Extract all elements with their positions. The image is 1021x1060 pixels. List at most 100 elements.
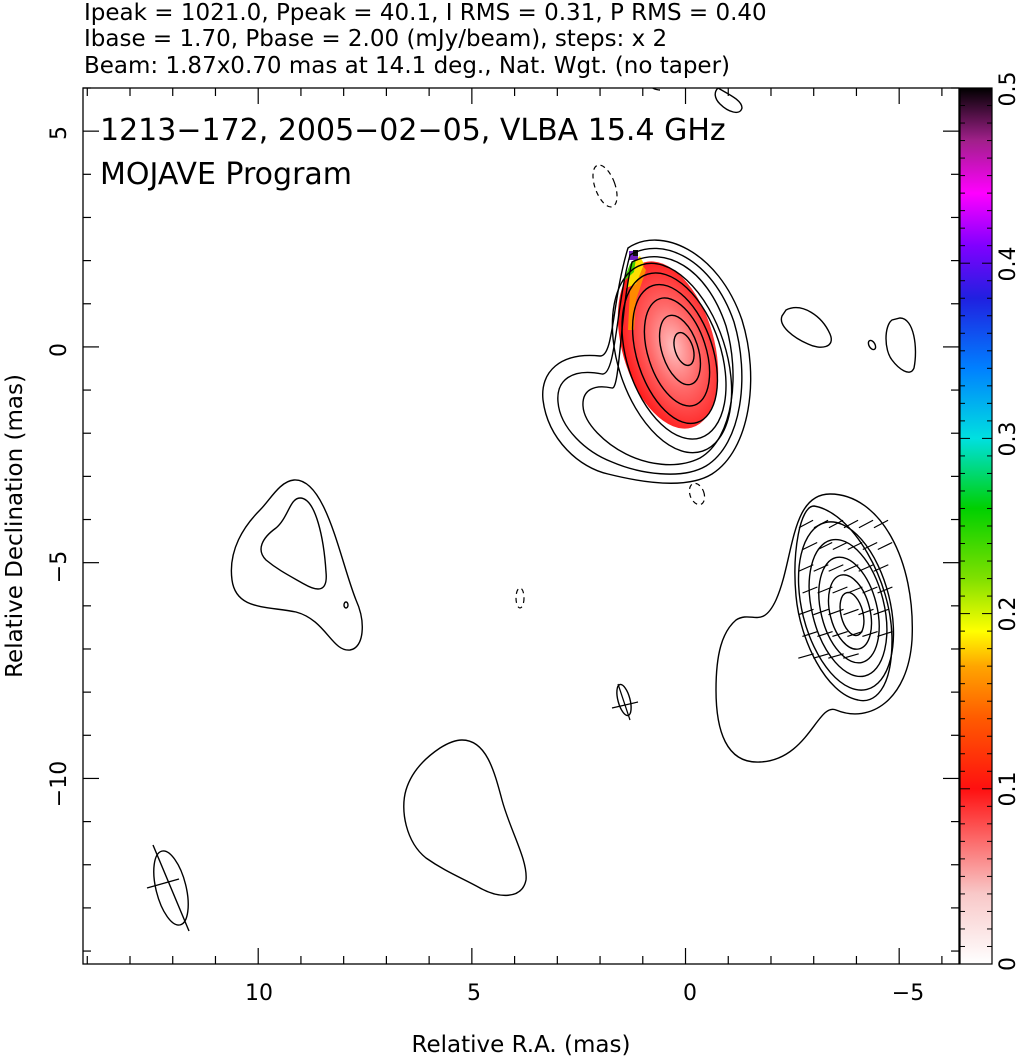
faint-contour-far-right bbox=[885, 317, 917, 373]
polarization-vector bbox=[862, 630, 878, 638]
x-tick-label-5: 5 bbox=[467, 981, 481, 1006]
mid-beam-cross-2 bbox=[611, 701, 639, 709]
pol-color-edge-black bbox=[633, 250, 638, 256]
polarization-vector bbox=[877, 630, 893, 638]
jet-contour-5 bbox=[818, 556, 880, 664]
polarization-vector bbox=[828, 608, 844, 616]
polarization-vector bbox=[828, 564, 844, 572]
jet-contour-7 bbox=[839, 591, 865, 637]
polarization-vector bbox=[798, 608, 814, 616]
polarization-vector bbox=[817, 586, 833, 594]
polarization-vector bbox=[847, 630, 863, 638]
core-contour-5 bbox=[621, 272, 727, 440]
polarization-vector bbox=[847, 541, 863, 551]
polarization-vector bbox=[813, 564, 829, 572]
polarization-vector bbox=[832, 586, 848, 594]
polarization-vector bbox=[847, 586, 863, 594]
header-line-3: Beam: 1.87x0.70 mas at 14.1 deg., Nat. W… bbox=[84, 53, 730, 79]
pol-color-edge-yellow bbox=[626, 256, 644, 288]
core-contour-1 bbox=[542, 239, 752, 484]
jet-contour-3 bbox=[797, 521, 895, 691]
faint-contour-mid bbox=[616, 683, 632, 717]
polarization-vector bbox=[813, 519, 829, 529]
core-contours bbox=[542, 239, 752, 484]
core-contour-8 bbox=[658, 314, 702, 386]
faint-contour-left-outer bbox=[230, 479, 363, 651]
x-axis-label: Relative R.A. (mas) bbox=[412, 1032, 631, 1058]
faint-contour-left-inner bbox=[260, 497, 327, 590]
core-contour-2 bbox=[557, 247, 743, 475]
jet-contour-2 bbox=[794, 505, 893, 702]
polarization-vector bbox=[828, 519, 844, 529]
jet-component-contours bbox=[715, 493, 913, 763]
polarization-vector bbox=[873, 519, 889, 529]
polarization-vector bbox=[802, 630, 818, 638]
faint-contour-right-small bbox=[780, 307, 832, 348]
core-contour-4 bbox=[611, 262, 733, 454]
polarization-vector bbox=[843, 608, 859, 616]
colorbar-label-0-4: 0.4 bbox=[996, 247, 1021, 282]
polarization-vectors bbox=[798, 519, 893, 659]
colorbar-label-0-3: 0.3 bbox=[996, 422, 1021, 457]
polarization-vector bbox=[862, 541, 878, 551]
colorbar-label-0-1: 0.1 bbox=[996, 772, 1021, 807]
pol-color-edge-orange bbox=[628, 262, 646, 330]
polarization-vector bbox=[873, 608, 889, 616]
y-tick-label-neg10: −10 bbox=[47, 761, 72, 807]
jet-contour-4 bbox=[808, 538, 888, 678]
polarization-vector bbox=[832, 630, 848, 638]
polarization-vector bbox=[813, 608, 829, 616]
polarization-vector bbox=[798, 653, 814, 659]
polarization-vector bbox=[862, 586, 878, 594]
polarization-vector bbox=[843, 564, 859, 572]
colorbar-label-0-2: 0.2 bbox=[996, 597, 1021, 632]
y-tick-label-5: 5 bbox=[47, 126, 72, 140]
map-area bbox=[146, 88, 917, 932]
axis-ticks bbox=[83, 87, 959, 964]
polarization-vector bbox=[843, 653, 859, 659]
negative-contours bbox=[515, 164, 706, 609]
faint-contour-lower bbox=[403, 739, 527, 897]
y-tick-label-0: 0 bbox=[47, 343, 72, 357]
x-tick-label-neg5: −5 bbox=[892, 981, 924, 1006]
plot-frame bbox=[82, 87, 960, 965]
core-contour-3 bbox=[582, 256, 734, 466]
neg-contour-3 bbox=[515, 587, 525, 609]
pol-color-core bbox=[617, 261, 719, 429]
polarization-vector bbox=[873, 564, 889, 572]
polarization-vector bbox=[828, 653, 844, 659]
core-contour-7 bbox=[643, 297, 711, 407]
beam-major-axis bbox=[152, 844, 190, 932]
polarization-vector bbox=[843, 519, 859, 529]
faint-contour-left-dot bbox=[343, 601, 349, 609]
colorbar-ticks bbox=[960, 87, 992, 965]
jet-contour-6 bbox=[827, 574, 873, 650]
polarization-vector bbox=[802, 541, 818, 551]
y-tick-label-neg5: −5 bbox=[47, 551, 72, 583]
polarization-vector bbox=[832, 541, 848, 551]
polarization-vector bbox=[858, 608, 874, 616]
polarization-vector bbox=[858, 564, 874, 572]
polarization-vector bbox=[858, 519, 874, 529]
faint-contours bbox=[230, 88, 917, 897]
polarization-vector bbox=[817, 630, 833, 638]
core-contour-9 bbox=[673, 331, 695, 367]
polarization-vector bbox=[877, 586, 893, 594]
polarization-vector bbox=[798, 564, 814, 572]
x-tick-label-0: 0 bbox=[683, 981, 697, 1006]
core-contour-6 bbox=[631, 283, 719, 425]
restoring-beam bbox=[146, 683, 639, 932]
faint-contour-top-small bbox=[651, 88, 661, 91]
beam-minor-axis bbox=[146, 878, 180, 889]
polarization-vector bbox=[817, 541, 833, 551]
colorbar-label-0: 0 bbox=[996, 957, 1021, 971]
header-line-2: Ibase = 1.70, Pbase = 2.00 (mJy/beam), s… bbox=[84, 26, 667, 52]
polarization-vector bbox=[877, 541, 893, 551]
colorbar bbox=[960, 88, 992, 964]
chart-title: 1213−172, 2005−02−05, VLBA 15.4 GHz bbox=[100, 113, 726, 148]
faint-contour-top bbox=[714, 88, 743, 114]
mid-beam-cross-1 bbox=[617, 683, 631, 721]
colorbar-label-0-5: 0.5 bbox=[996, 72, 1021, 107]
jet-contour-outer bbox=[715, 493, 913, 763]
